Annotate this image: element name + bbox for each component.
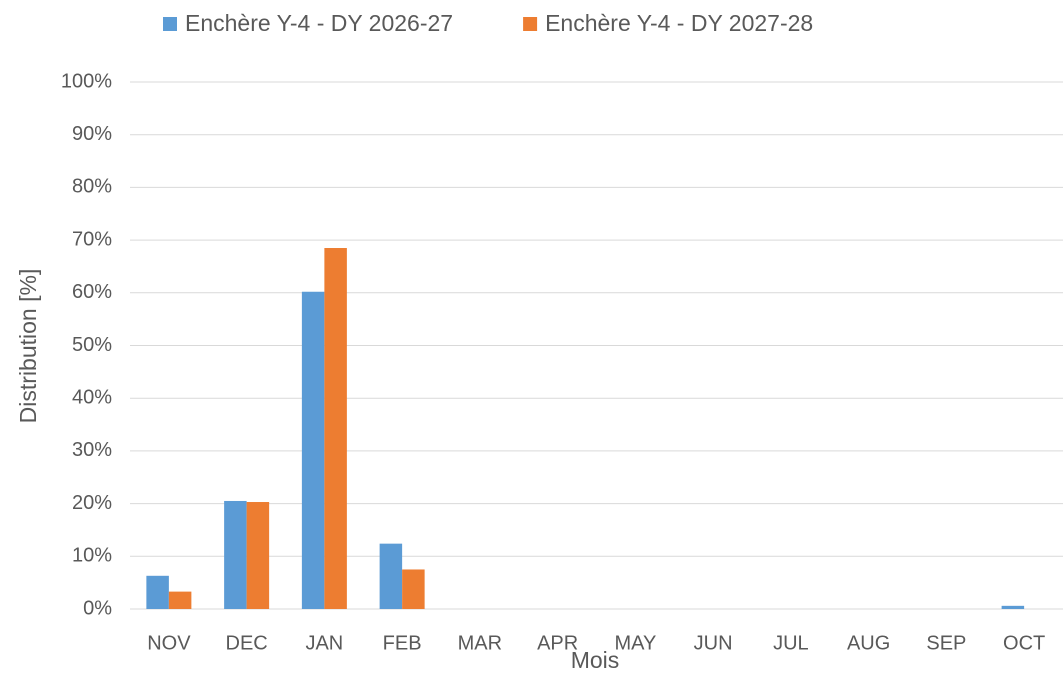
x-tick-label: NOV <box>147 632 191 654</box>
y-tick-label: 50% <box>72 334 112 356</box>
bar <box>146 575 169 609</box>
bar <box>402 569 425 609</box>
bar <box>1001 605 1025 609</box>
bar <box>246 502 270 609</box>
bar <box>324 248 347 609</box>
x-tick-label: MAR <box>458 632 502 654</box>
x-tick-label: APR <box>537 632 578 654</box>
x-tick-label: OCT <box>1003 632 1045 654</box>
x-tick-label: JUN <box>694 632 733 654</box>
legend-swatch <box>163 17 177 31</box>
x-tick-label: JUL <box>773 632 809 654</box>
x-tick-label: FEB <box>383 632 422 654</box>
x-tick-label: MAY <box>614 632 656 654</box>
bar <box>379 543 403 609</box>
x-axis-label: Mois <box>571 647 620 673</box>
x-tick-label: SEP <box>926 632 966 654</box>
bar <box>224 500 247 609</box>
y-tick-label: 40% <box>72 386 112 408</box>
legend-label: Enchère Y-4 - DY 2027-28 <box>545 10 813 36</box>
x-tick-label: DEC <box>226 632 268 654</box>
y-tick-label: 80% <box>72 176 112 198</box>
bar <box>301 291 325 609</box>
y-tick-label: 10% <box>72 545 112 567</box>
y-tick-label: 70% <box>72 228 112 250</box>
y-tick-label: 90% <box>72 123 112 145</box>
y-axis-label: Distribution [%] <box>15 269 41 424</box>
x-tick-label: JAN <box>305 632 343 654</box>
legend-label: Enchère Y-4 - DY 2026-27 <box>185 10 453 36</box>
bar <box>168 591 192 609</box>
y-tick-label: 30% <box>72 439 112 461</box>
x-tick-label: AUG <box>847 632 890 654</box>
y-tick-label: 60% <box>72 281 112 303</box>
y-tick-label: 0% <box>83 597 112 619</box>
y-tick-label: 20% <box>72 492 112 514</box>
y-tick-label: 100% <box>61 70 112 92</box>
legend-swatch <box>523 17 538 31</box>
